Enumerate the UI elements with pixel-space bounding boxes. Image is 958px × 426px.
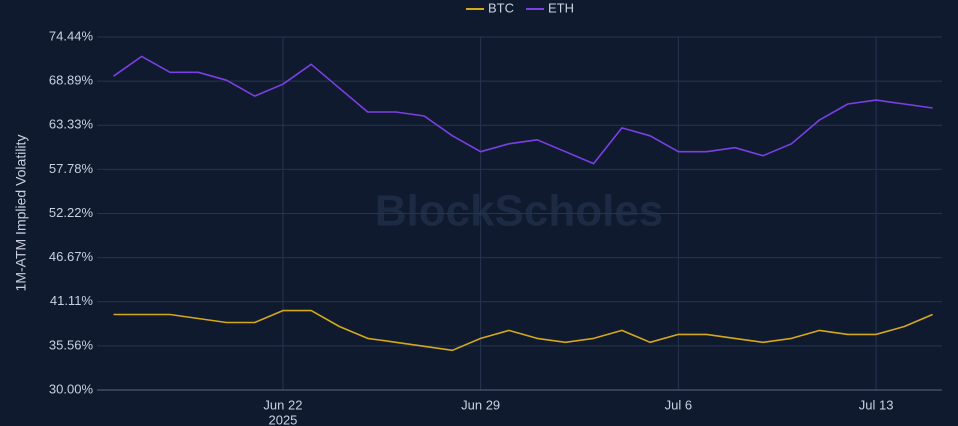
x-tick-label: Jul 13 <box>859 397 894 412</box>
x-year-label: 2025 <box>268 412 297 426</box>
y-tick-label: 41.11% <box>50 293 94 308</box>
legend-label: ETH <box>548 0 574 15</box>
y-tick-label: 63.33% <box>49 117 94 132</box>
x-tick-label: Jul 6 <box>665 397 692 412</box>
y-tick-label: 74.44% <box>49 28 94 43</box>
x-tick-label: Jun 22 <box>263 397 302 412</box>
watermark: BlockScholes <box>375 187 664 236</box>
y-axis-label: 1M-ATM Implied Volatility <box>13 135 29 292</box>
x-tick-label: Jun 29 <box>461 397 500 412</box>
line-series <box>113 55 933 165</box>
y-tick-label: 68.89% <box>49 73 94 88</box>
line-series <box>113 309 933 352</box>
y-tick-label: 35.56% <box>49 337 94 352</box>
y-tick-label: 46.67% <box>49 249 94 264</box>
y-tick-label: 52.22% <box>49 205 94 220</box>
legend-label: BTC <box>488 0 514 15</box>
y-tick-label: 57.78% <box>49 161 94 176</box>
y-tick-label: 30.00% <box>49 381 94 396</box>
